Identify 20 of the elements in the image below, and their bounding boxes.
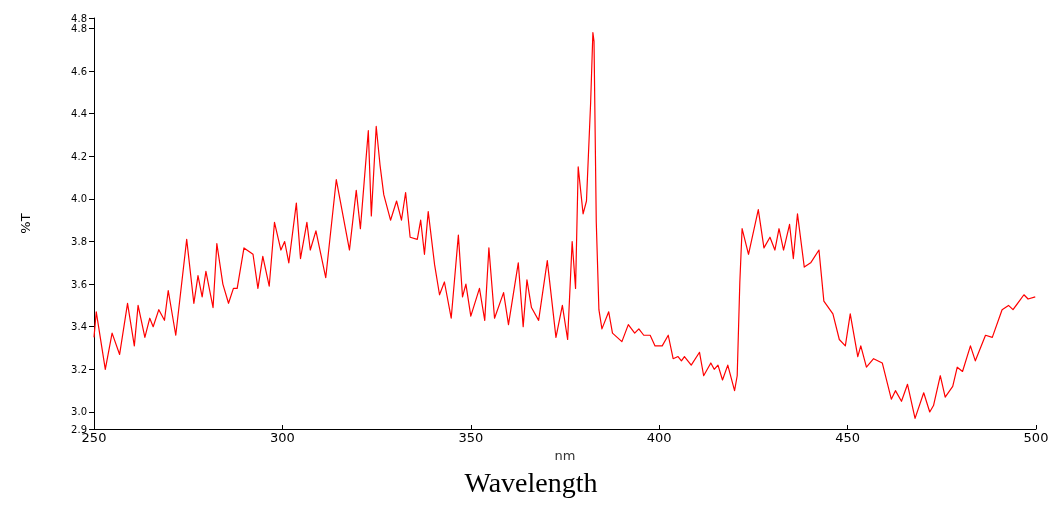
x-tick-label: 350 bbox=[458, 430, 484, 445]
y-tick-label: 4.2 bbox=[71, 150, 87, 162]
y-tick-label: 4.6 bbox=[71, 65, 87, 77]
text: Wavelength bbox=[464, 466, 598, 498]
line-series bbox=[93, 32, 1036, 419]
y-tick-label: 4.8 bbox=[71, 22, 87, 34]
y-tick-label: 3.2 bbox=[71, 363, 87, 375]
y-axis-title: %T bbox=[18, 213, 33, 234]
x-tick-label: 400 bbox=[646, 430, 672, 445]
y-tick-label: 4.4 bbox=[71, 108, 87, 120]
y-tick-label: 4.0 bbox=[71, 193, 87, 205]
y-tick-label: 4.8 bbox=[71, 12, 87, 24]
y-tick-label: 3.8 bbox=[71, 236, 87, 247]
x-tick-label: 500 bbox=[1023, 430, 1049, 445]
y-tick-label: 3.4 bbox=[71, 321, 87, 333]
y-tick-label: 3.0 bbox=[71, 406, 87, 418]
x-tick-label: 300 bbox=[269, 430, 295, 445]
x-tick-label: 450 bbox=[835, 430, 861, 445]
y-tick-label: 3.6 bbox=[71, 278, 87, 290]
x-axis-title: nm bbox=[554, 447, 576, 463]
